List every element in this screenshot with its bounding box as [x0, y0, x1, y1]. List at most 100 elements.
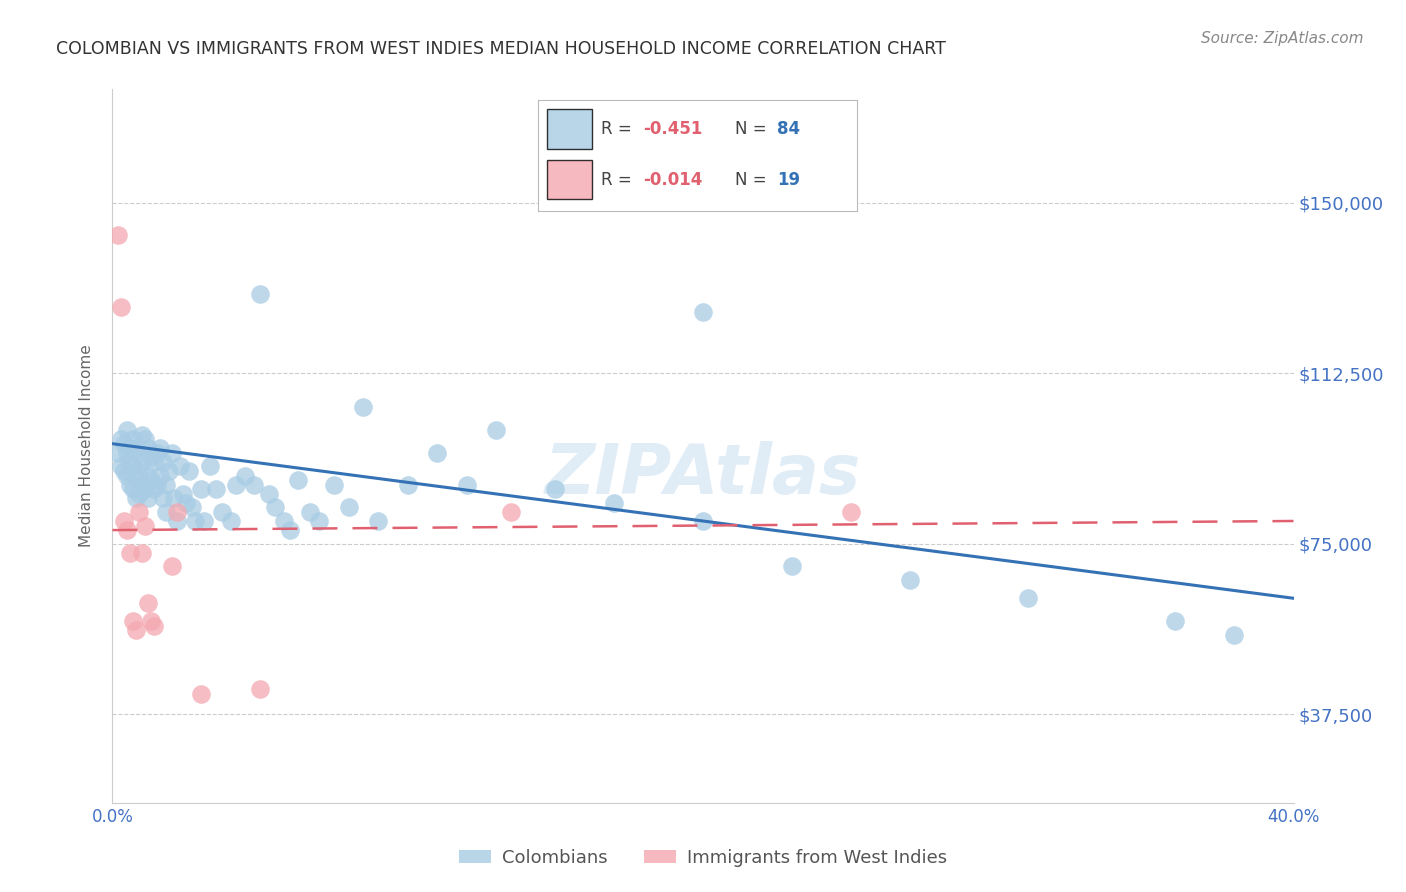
Point	[122, 459, 145, 474]
Point	[544, 482, 567, 496]
Point	[396, 477, 419, 491]
Point	[603, 496, 626, 510]
Point	[142, 455, 165, 469]
Point	[120, 477, 142, 491]
Point	[198, 459, 221, 474]
Point	[120, 455, 142, 469]
Point	[139, 450, 162, 465]
Legend: Colombians, Immigrants from West Indies: Colombians, Immigrants from West Indies	[451, 842, 955, 874]
Point	[179, 464, 201, 478]
Point	[112, 464, 135, 478]
Point	[308, 514, 330, 528]
Point	[139, 473, 162, 487]
Point	[107, 446, 129, 460]
Point	[287, 473, 309, 487]
Point	[249, 286, 271, 301]
Point	[485, 423, 508, 437]
Point	[233, 468, 256, 483]
Point	[131, 477, 153, 491]
Point	[117, 446, 138, 460]
Point	[134, 518, 156, 533]
Point	[117, 523, 138, 537]
Point	[136, 596, 159, 610]
Point	[1164, 614, 1187, 628]
Point	[155, 477, 177, 491]
Y-axis label: Median Household Income: Median Household Income	[79, 344, 94, 548]
Point	[125, 468, 148, 483]
Point	[273, 514, 295, 528]
Point	[205, 482, 228, 496]
Point	[120, 442, 142, 456]
Point	[299, 505, 322, 519]
Point	[131, 455, 153, 469]
Point	[155, 505, 177, 519]
Point	[160, 446, 183, 460]
Point	[112, 514, 135, 528]
Point	[169, 459, 191, 474]
Point	[136, 468, 159, 483]
Point	[190, 482, 212, 496]
Point	[122, 614, 145, 628]
Point	[780, 559, 803, 574]
Point	[136, 442, 159, 456]
Point	[264, 500, 287, 515]
Point	[122, 432, 145, 446]
Text: COLOMBIAN VS IMMIGRANTS FROM WEST INDIES MEDIAN HOUSEHOLD INCOME CORRELATION CHA: COLOMBIAN VS IMMIGRANTS FROM WEST INDIES…	[56, 40, 946, 58]
Point	[160, 559, 183, 574]
Point	[337, 500, 360, 515]
Point	[163, 491, 186, 506]
Point	[134, 482, 156, 496]
Point	[128, 505, 150, 519]
Point	[131, 546, 153, 560]
Point	[152, 491, 174, 506]
Point	[257, 487, 280, 501]
Point	[692, 514, 714, 528]
Point	[142, 482, 165, 496]
Point	[110, 301, 132, 315]
Point	[426, 446, 449, 460]
Point	[139, 614, 162, 628]
Point	[117, 423, 138, 437]
Point	[110, 432, 132, 446]
Point	[174, 496, 197, 510]
Point	[166, 505, 188, 519]
Point	[184, 514, 207, 528]
Point	[278, 523, 301, 537]
Point	[898, 573, 921, 587]
Point	[456, 477, 478, 491]
Point	[125, 623, 148, 637]
Point	[352, 401, 374, 415]
Point	[149, 468, 172, 483]
Point	[225, 477, 247, 491]
Point	[367, 514, 389, 528]
Point	[117, 468, 138, 483]
Point	[501, 505, 523, 519]
Point	[243, 477, 266, 491]
Point	[166, 514, 188, 528]
Point	[692, 305, 714, 319]
Point	[122, 482, 145, 496]
Point	[142, 618, 165, 632]
Point	[219, 514, 242, 528]
Point	[125, 491, 148, 506]
Point	[190, 687, 212, 701]
Point	[125, 442, 148, 456]
Point	[1017, 591, 1039, 606]
Point	[157, 464, 180, 478]
Point	[131, 427, 153, 442]
Point	[136, 491, 159, 506]
Text: Source: ZipAtlas.com: Source: ZipAtlas.com	[1201, 31, 1364, 46]
Point	[146, 477, 169, 491]
Point	[211, 505, 233, 519]
Point	[172, 487, 194, 501]
Point	[193, 514, 215, 528]
Point	[128, 446, 150, 460]
Point	[149, 442, 172, 456]
Point	[1223, 627, 1246, 641]
Point	[323, 477, 346, 491]
Point	[249, 682, 271, 697]
Point	[128, 464, 150, 478]
Text: ZIPAtlas: ZIPAtlas	[546, 441, 860, 508]
Point	[146, 446, 169, 460]
Point	[112, 436, 135, 450]
